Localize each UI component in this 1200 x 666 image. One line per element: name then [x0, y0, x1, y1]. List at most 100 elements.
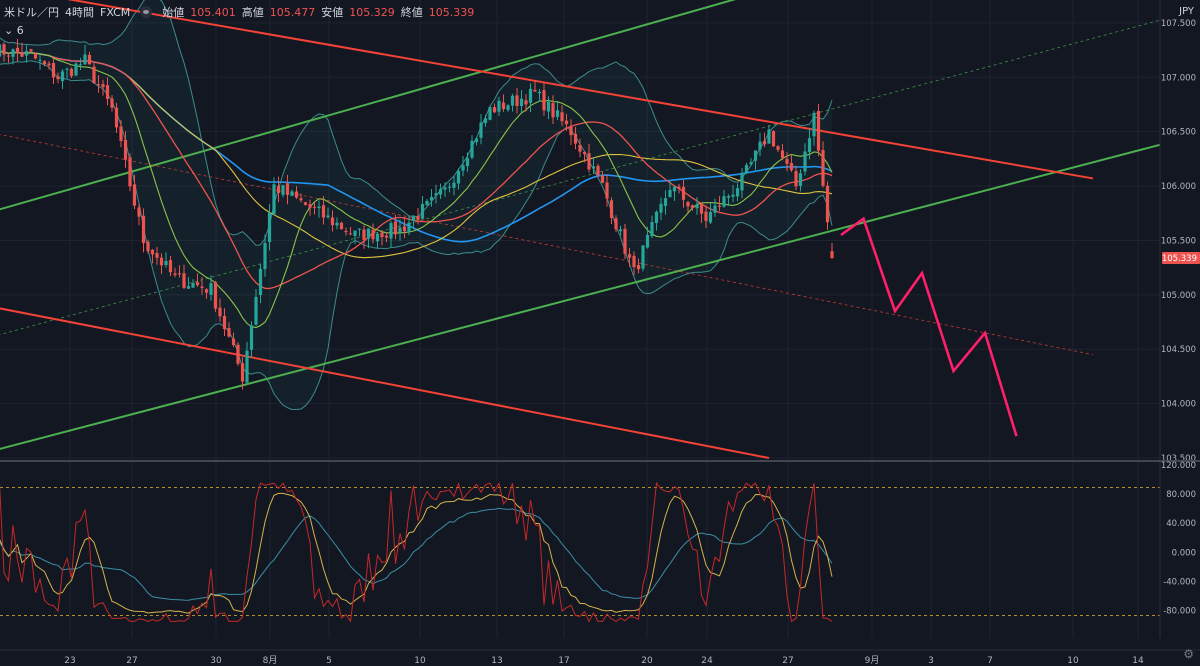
visibility-eye-icon[interactable]	[140, 6, 153, 18]
candle-body	[798, 173, 803, 186]
candle-body	[726, 196, 731, 198]
candle-body	[362, 229, 366, 240]
candle-body	[632, 255, 636, 268]
candle-body	[420, 204, 425, 219]
candle-body	[164, 260, 168, 266]
candle-body	[96, 84, 101, 86]
candle-body	[186, 286, 191, 289]
time-axis: 23 27 30 8月 5 10 13 17 20 24 27 9月 3 7 10 14	[0, 649, 1200, 666]
candle-body	[204, 289, 209, 293]
oscillator-tick-label: 80.000	[1166, 490, 1196, 500]
candle-body	[596, 165, 600, 176]
candle-body	[699, 204, 704, 214]
candle-body	[749, 162, 753, 165]
candle-body	[744, 164, 749, 174]
candle-body	[762, 140, 767, 145]
candle-body	[2, 44, 6, 55]
candle-body	[717, 205, 722, 207]
candle-body	[69, 68, 74, 76]
candle-body	[0, 44, 2, 57]
candle-body	[488, 107, 492, 120]
indicators-toggle[interactable]: ⌄ 6	[4, 24, 24, 37]
candle-body	[101, 84, 105, 88]
price-tick-label: 103.500	[1161, 454, 1196, 464]
gear-icon[interactable]: ⚙	[1183, 647, 1194, 661]
candle-body	[740, 173, 744, 191]
candle-body	[245, 350, 249, 383]
candle-body	[753, 150, 758, 161]
candle-body	[375, 233, 380, 242]
candle-body	[555, 110, 560, 118]
candle-body	[182, 273, 186, 288]
high-label: 高値	[241, 6, 264, 19]
candle-body	[389, 223, 393, 239]
candle-body	[348, 233, 353, 235]
candle-body	[168, 260, 173, 273]
candles	[0, 38, 834, 390]
interval-label[interactable]: 4時間	[65, 6, 94, 19]
candle-body	[276, 185, 281, 193]
candle-body	[492, 107, 497, 113]
symbol-name[interactable]: 米ドル／円	[4, 6, 59, 19]
indicator-count: 6	[16, 24, 24, 37]
time-tick-label: 27	[782, 656, 793, 666]
candle-body	[74, 63, 78, 76]
candle-body	[222, 315, 227, 330]
candle-body	[173, 273, 177, 276]
candle-body	[267, 212, 272, 243]
candle-body	[191, 283, 195, 288]
candle-body	[672, 186, 677, 192]
candle-body	[528, 88, 533, 103]
candle-body	[303, 202, 308, 205]
candle-body	[294, 191, 299, 198]
candle-body	[416, 216, 420, 220]
high-value: 105.477	[269, 5, 316, 19]
candle-body	[767, 129, 771, 144]
candle-body	[339, 222, 344, 230]
candle-body	[56, 76, 60, 80]
candle-body	[20, 52, 24, 57]
candle-body	[281, 185, 285, 195]
candle-body	[564, 120, 569, 125]
candle-body	[560, 112, 564, 122]
channel-line-4	[0, 307, 770, 459]
currency-label[interactable]: JPY	[1179, 6, 1194, 17]
candle-body	[582, 151, 587, 154]
time-tick-label: 9月	[865, 655, 880, 666]
time-tick-label: 14	[1132, 656, 1144, 666]
time-tick-label: 8月	[263, 655, 278, 666]
candle-body	[465, 158, 470, 167]
candle-body	[83, 54, 87, 65]
candle-body	[123, 139, 128, 160]
candle-body	[659, 203, 663, 213]
candle-body	[132, 184, 137, 206]
oscillator-yellow-line	[0, 492, 833, 614]
candle-body	[312, 206, 317, 208]
candle-body	[708, 212, 713, 223]
low-value: 105.329	[349, 5, 395, 19]
time-tick-label: 23	[64, 656, 75, 666]
close-value: 105.339	[428, 5, 475, 19]
bollinger-fill	[0, 0, 832, 410]
candle-body	[317, 206, 321, 209]
price-axis: 107.500 107.000 106.500 106.000 105.500 105.0…	[1159, 0, 1200, 638]
price-tick-label: 105.000	[1161, 291, 1196, 301]
candle-body	[713, 205, 717, 213]
candle-body	[33, 53, 38, 59]
candle-body	[812, 112, 816, 137]
candle-body	[803, 151, 807, 172]
candle-body	[366, 228, 371, 239]
candle-body	[110, 98, 114, 108]
candle-body	[330, 217, 335, 226]
candle-body	[816, 111, 821, 151]
candle-body	[249, 325, 254, 350]
candle-body	[150, 249, 155, 255]
candle-body	[6, 55, 11, 57]
candle-body	[438, 189, 443, 195]
price-tick-label: 107.000	[1161, 73, 1196, 83]
candle-body	[60, 71, 65, 82]
candle-body	[51, 63, 56, 78]
candle-body	[92, 66, 96, 84]
price-tick-label: 104.500	[1161, 345, 1196, 355]
